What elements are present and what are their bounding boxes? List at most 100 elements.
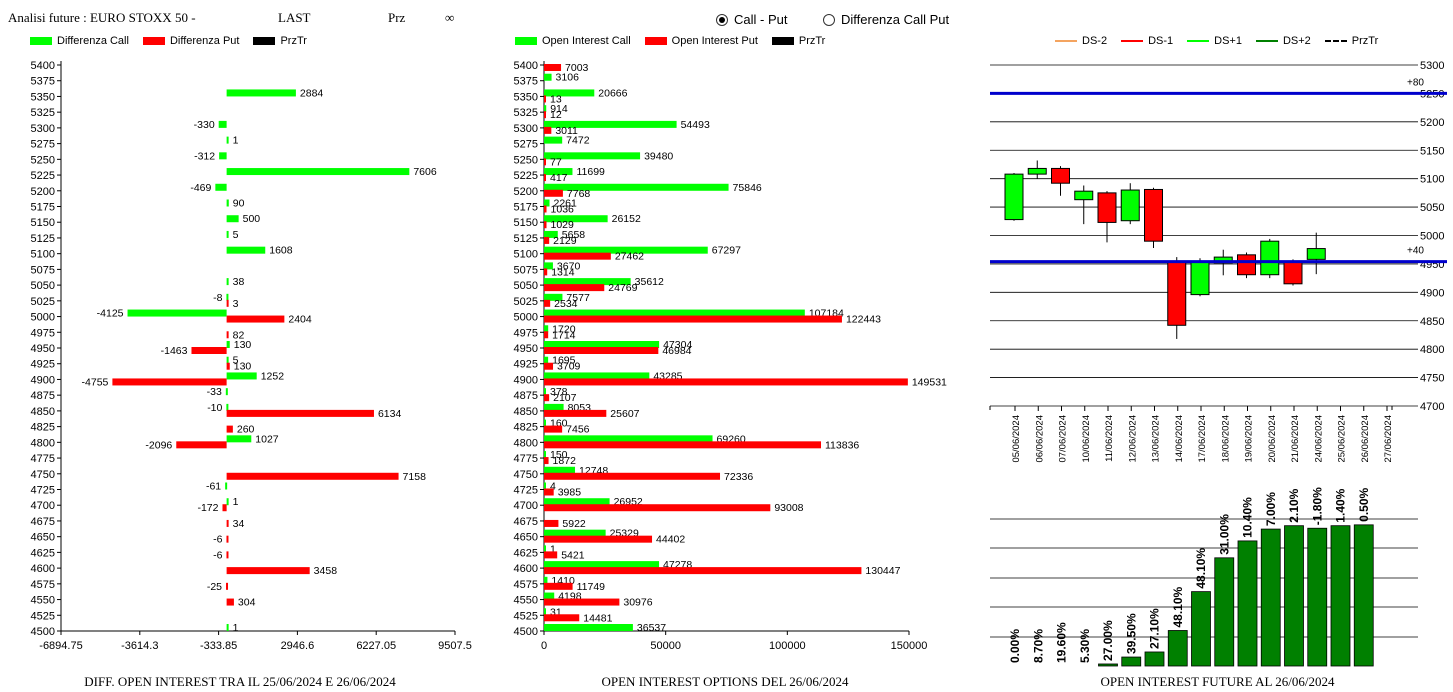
p2-y-tick-label: 5025	[514, 296, 538, 308]
p2-bar-label: 7577	[566, 292, 590, 304]
p1-y-tick-label: 4850	[31, 406, 55, 418]
p2-y-tick-label: 4625	[514, 547, 538, 559]
p3-date-label: 06/06/2024	[1034, 415, 1045, 463]
p2-bar-label: 77	[550, 156, 562, 168]
radio-call-put[interactable]: Call - Put	[716, 12, 787, 27]
p1-bar-label: 1608	[269, 245, 293, 257]
p1-call-bar	[226, 293, 229, 301]
p1-bar-label: 130	[234, 339, 252, 351]
p2-bar-label: 13	[550, 93, 562, 105]
p1-y-tick-label: 4875	[31, 390, 55, 402]
p2-call-bar	[544, 545, 546, 553]
p2-bar-label: 11699	[576, 166, 605, 178]
p2-call-bar	[544, 608, 546, 616]
p2-y-tick-label: 4550	[514, 595, 538, 607]
panel1-legend: Differenza Call Differenza Put PrzTr	[30, 35, 321, 47]
p2-call-bar	[544, 230, 558, 238]
p1-put-bar	[226, 409, 374, 417]
p2-bar-label: 47304	[663, 339, 692, 351]
p3-date-label: 24/06/2024	[1313, 415, 1324, 463]
p1-bar-label: 1	[233, 135, 239, 147]
p3-y-tick-label: 5200	[1420, 117, 1444, 129]
p2-bar-label: 11749	[577, 581, 606, 593]
p1-bar-label: -4755	[82, 376, 109, 388]
p2-bar-label: 7768	[567, 188, 591, 200]
p1-bar-label: 5	[233, 355, 239, 367]
p1-call-bar	[226, 341, 230, 348]
p3-candle-body	[1306, 248, 1326, 260]
p2-put-bar	[544, 598, 620, 606]
p1-call-bar	[226, 356, 229, 364]
p2-put-bar	[544, 221, 547, 229]
p1-bar-label: -6	[213, 549, 222, 561]
p2-bar-label: 3106	[556, 72, 580, 84]
p1-y-tick-label: 4500	[31, 626, 55, 638]
p2-put-bar	[544, 347, 659, 354]
p2-call-bar	[544, 262, 553, 270]
p2-put-bar	[544, 409, 607, 417]
p2-bar-label: 4	[550, 481, 556, 493]
p1-call-bar	[218, 120, 227, 128]
p2-call-bar	[544, 325, 549, 333]
p2-put-bar	[544, 126, 552, 134]
p2-bar-label: 93008	[774, 502, 803, 514]
p2-call-bar	[544, 136, 563, 144]
p2-put-bar	[544, 268, 548, 276]
p3-candle-body	[1283, 261, 1303, 285]
p2-bar-label: 5922	[562, 518, 586, 530]
p3-candle-body	[1190, 260, 1210, 296]
p3-y-tick-label: 4900	[1420, 287, 1444, 299]
p2-call-bar	[544, 152, 641, 160]
p1-bar-label: 82	[233, 329, 245, 341]
p2-bar-label: 7472	[566, 135, 590, 147]
radio-diff-call-put[interactable]: Differenza Call Put	[823, 12, 949, 27]
p2-put-bar	[544, 189, 563, 197]
p3-candle-body	[1004, 173, 1024, 221]
p2-y-tick-label: 5125	[514, 233, 538, 245]
p1-bar-label: -330	[194, 119, 215, 131]
p1-put-bar	[226, 315, 285, 323]
p2-bar-label: 2107	[553, 392, 577, 404]
p2-y-tick-label: 4600	[514, 563, 538, 575]
p2-bar-label: 26152	[612, 213, 641, 225]
p2-bar-label: 30976	[623, 597, 652, 609]
p2-bar-label: 3670	[557, 260, 581, 272]
p2-bar-label: 122443	[846, 314, 881, 326]
p1-x-tick-label: -333.85	[200, 640, 237, 652]
p1-x-tick-label: 2946.6	[281, 640, 315, 652]
p1-bar-label: -172	[197, 502, 218, 514]
p3-date-label: 18/06/2024	[1220, 415, 1231, 463]
p1-bar-label: -4125	[97, 308, 124, 320]
p2-bar-label: 27462	[615, 251, 644, 263]
p4-bar	[1284, 525, 1304, 667]
p2-y-tick-label: 4900	[514, 374, 538, 386]
p1-y-tick-label: 4750	[31, 469, 55, 481]
p4-bar	[1144, 651, 1165, 667]
legend-item-ds+1: DS+1	[1187, 35, 1242, 47]
p1-bar-label: -25	[207, 581, 222, 593]
p2-bar-label: 14481	[583, 612, 612, 624]
p3-candle-body	[1167, 260, 1187, 326]
p2-bar-label: 24769	[608, 282, 637, 294]
p2-bar-label: 67297	[712, 245, 741, 257]
p1-bar-label: 6134	[378, 408, 402, 420]
p2-put-bar	[544, 535, 653, 543]
p4-bar-label: 5.30%	[1078, 629, 1092, 663]
p2-y-tick-label: 4975	[514, 327, 538, 339]
p2-bar-label: 417	[550, 172, 568, 184]
p3-date-label: 19/06/2024	[1244, 415, 1255, 463]
p2-bar-label: 914	[550, 103, 568, 115]
p1-put-bar	[226, 551, 229, 559]
p2-x-tick-label: 150000	[891, 640, 928, 652]
p1-bar-label: -10	[207, 402, 222, 414]
legend-label: Open Interest Call	[542, 35, 631, 47]
p3-date-label: 10/06/2024	[1081, 415, 1092, 463]
p4-bar	[1260, 528, 1281, 667]
p4-bar-label: 1.40%	[1334, 488, 1348, 522]
p2-bar-label: 1872	[553, 455, 577, 467]
legend-item-diff-put: Differenza Put	[142, 35, 239, 47]
p3-date-label: 27/06/2024	[1383, 415, 1394, 463]
p1-bar-label: 304	[238, 597, 256, 609]
prz-label: Prz	[388, 10, 406, 25]
